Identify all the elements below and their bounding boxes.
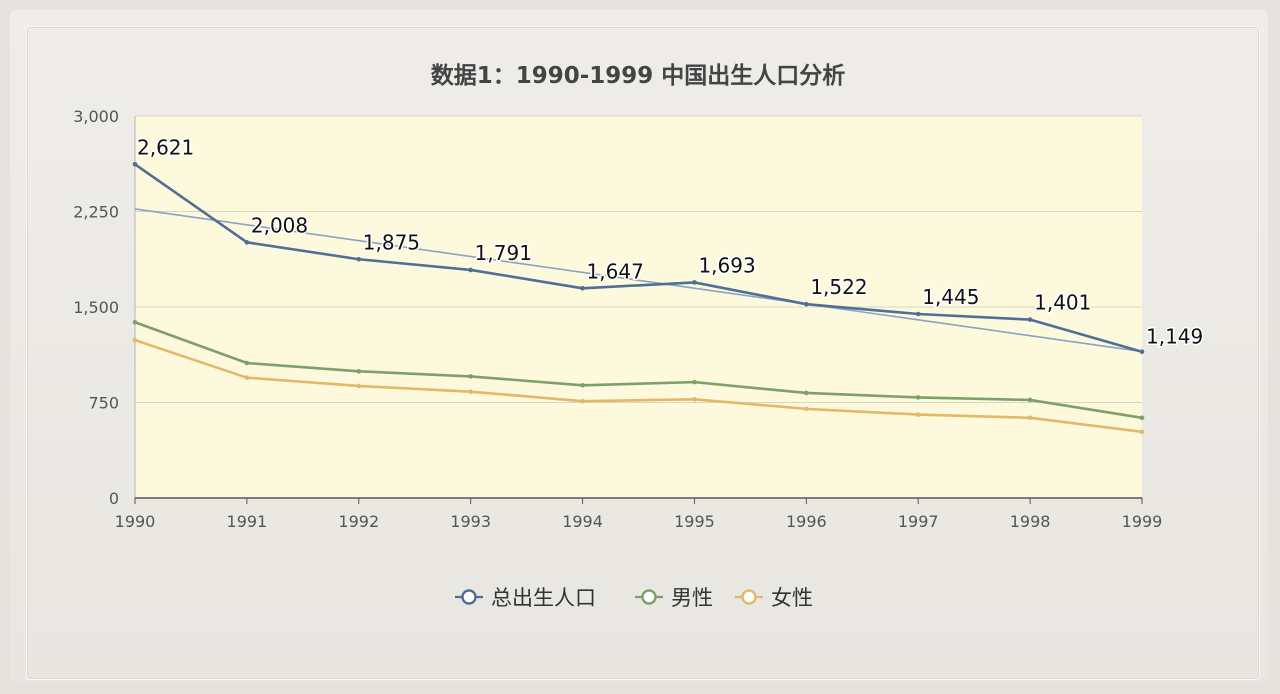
x-tick-label: 1990 bbox=[115, 512, 156, 531]
data-point bbox=[1027, 415, 1033, 421]
x-tick-label: 1993 bbox=[450, 512, 491, 531]
data-point bbox=[1139, 349, 1145, 354]
data-point bbox=[468, 374, 473, 379]
data-label: 2,621 bbox=[137, 135, 194, 159]
data-point bbox=[1027, 397, 1033, 403]
legend[interactable]: 总出生人口 男性 女性 bbox=[455, 586, 813, 610]
series-line bbox=[134, 338, 1143, 434]
x-tick-label: 1998 bbox=[1010, 512, 1051, 531]
data-label: 1,149 bbox=[1146, 325, 1203, 349]
data-label: 1,647 bbox=[587, 259, 644, 283]
data-point bbox=[132, 319, 138, 325]
trendline-line bbox=[134, 208, 1143, 353]
data-label: 1,445 bbox=[922, 285, 979, 309]
y-tick-label: 750 bbox=[88, 394, 119, 413]
data-point bbox=[356, 256, 362, 262]
data-point bbox=[1139, 415, 1145, 421]
x-tick-label: 1995 bbox=[674, 512, 715, 531]
data-point bbox=[244, 240, 250, 245]
legend-label: 男性 bbox=[671, 586, 713, 610]
legend-item-女性[interactable]: 女性 bbox=[735, 586, 813, 610]
data-point bbox=[692, 379, 697, 385]
data-point bbox=[692, 280, 697, 285]
y-tick-label: 1,500 bbox=[73, 298, 119, 317]
data-point bbox=[804, 390, 809, 396]
x-tick-label: 1992 bbox=[338, 512, 379, 531]
data-point bbox=[804, 406, 809, 412]
grid-lines bbox=[135, 115, 1142, 403]
series-line bbox=[134, 163, 1143, 353]
data-point bbox=[580, 285, 585, 291]
data-point bbox=[132, 337, 138, 343]
data-point bbox=[468, 267, 473, 273]
data-label: 1,401 bbox=[1034, 291, 1091, 315]
trendline bbox=[134, 208, 1143, 353]
data-point bbox=[468, 389, 473, 394]
x-tick-label: 1991 bbox=[227, 512, 268, 531]
data-point bbox=[356, 369, 362, 374]
data-point bbox=[915, 395, 921, 400]
data-point bbox=[1027, 317, 1033, 322]
data-label: 1,791 bbox=[475, 241, 532, 265]
data-point bbox=[915, 311, 921, 317]
x-tick-label: 1996 bbox=[786, 512, 827, 531]
data-label: 1,875 bbox=[363, 230, 420, 254]
data-point bbox=[580, 383, 585, 388]
legend-label: 总出生人口 bbox=[491, 586, 596, 610]
legend-item-男性[interactable]: 男性 bbox=[635, 586, 713, 610]
series-group bbox=[132, 161, 1145, 435]
y-tick-label: 0 bbox=[109, 489, 119, 508]
data-point bbox=[356, 383, 362, 389]
y-tick-label: 3,000 bbox=[73, 107, 119, 126]
series-总出生人口 bbox=[132, 161, 1145, 354]
legend-item-总出生人口[interactable]: 总出生人口 bbox=[455, 586, 596, 610]
series-男性 bbox=[132, 319, 1145, 421]
x-tick-label: 1997 bbox=[898, 512, 939, 531]
data-point bbox=[580, 398, 585, 404]
data-point bbox=[244, 360, 250, 366]
y-axis: 0 750 1,500 2,250 3,000 bbox=[73, 107, 136, 508]
x-tick-label: 1999 bbox=[1122, 512, 1163, 531]
chart-frame-border bbox=[26, 26, 1260, 680]
data-label: 2,008 bbox=[251, 213, 308, 237]
data-point bbox=[244, 375, 250, 380]
data-point bbox=[915, 412, 921, 417]
data-label: 1,522 bbox=[810, 275, 867, 299]
legend-swatch-marker bbox=[741, 589, 757, 605]
data-point bbox=[1139, 429, 1145, 435]
series-line bbox=[134, 321, 1143, 420]
x-axis: 1990 1991 1992 1993 1994 1995 1996 1997 1998 1999 bbox=[115, 497, 1163, 531]
data-point bbox=[692, 397, 697, 402]
series-女性 bbox=[132, 337, 1145, 435]
legend-label: 女性 bbox=[771, 586, 813, 610]
data-point bbox=[804, 301, 809, 307]
legend-swatch-marker bbox=[461, 589, 477, 605]
data-labels: 2,621 2,008 1,875 1,791 1,647 1,693 1,522 1,445… bbox=[136, 134, 1205, 350]
x-tick-label: 1994 bbox=[562, 512, 603, 531]
data-label: 1,693 bbox=[698, 253, 755, 277]
y-tick-label: 2,250 bbox=[73, 203, 119, 222]
legend-swatch-marker bbox=[641, 589, 657, 605]
data-point bbox=[132, 161, 138, 167]
chart-title: 数据1：1990-1999 中国出生人口分析 bbox=[431, 63, 846, 89]
